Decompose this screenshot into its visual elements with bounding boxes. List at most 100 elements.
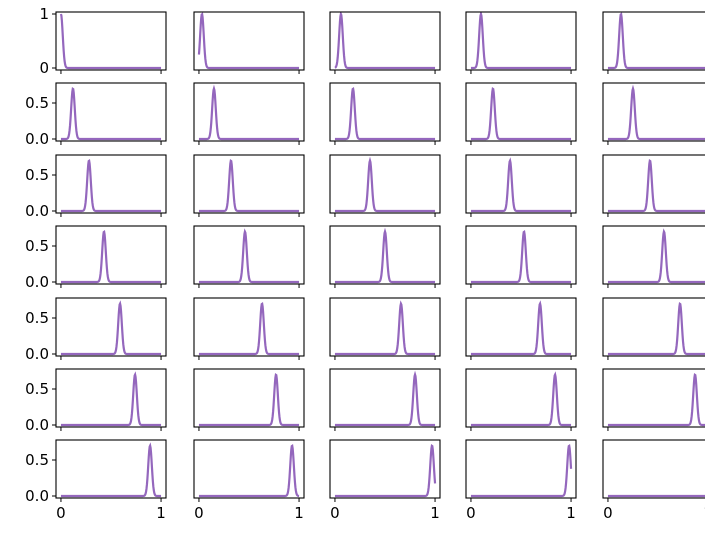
series-line	[607, 84, 705, 141]
subplot	[193, 11, 305, 74]
series-line	[60, 442, 162, 498]
subplot	[602, 11, 705, 74]
subplot	[193, 297, 305, 360]
subplot	[465, 368, 577, 431]
series-line	[198, 301, 300, 356]
series-line	[607, 372, 705, 427]
subplot	[602, 82, 705, 145]
axes-frame	[465, 439, 577, 499]
subplot: 0.0 0.5	[25, 368, 167, 434]
series-line	[334, 86, 436, 141]
y-tick-label: 0.5	[25, 94, 49, 112]
series-line	[607, 228, 705, 284]
y-tick-label: 0.0	[25, 202, 49, 220]
subplot	[329, 154, 441, 217]
series-line	[470, 12, 572, 70]
subplot: 0.0 0.5	[25, 225, 167, 291]
subplot	[193, 82, 305, 145]
subplot	[329, 11, 441, 74]
subplot: 0.0 0.5	[25, 82, 167, 148]
y-tick-label: 0.5	[25, 237, 49, 255]
axes-frame	[465, 225, 577, 285]
subplot: 01	[602, 439, 705, 522]
y-tick-label: 1	[39, 5, 49, 23]
axes-frame	[55, 368, 167, 428]
axes-frame	[465, 154, 577, 214]
axes-frame	[193, 11, 305, 71]
series-line	[334, 300, 436, 356]
series-line	[198, 372, 300, 427]
axes-frame	[602, 82, 705, 142]
series-line	[197, 12, 300, 70]
axes-frame	[329, 11, 441, 71]
axes-frame	[329, 225, 441, 285]
y-tick-label: 0.0	[25, 345, 49, 363]
axes-frame	[193, 439, 305, 499]
y-tick-label: 0.0	[25, 273, 49, 291]
subplot: 0.0 0.5	[25, 154, 167, 220]
axes-frame	[602, 154, 705, 214]
axes-frame	[602, 368, 705, 428]
axes-frame	[55, 11, 167, 71]
series-line	[60, 158, 162, 213]
subplot	[602, 154, 705, 217]
series-line	[607, 301, 705, 356]
series-line	[607, 12, 705, 70]
axes-frame	[55, 82, 167, 142]
axes-frame	[193, 297, 305, 357]
axes-frame	[193, 154, 305, 214]
x-tick-label: 0	[330, 504, 340, 522]
x-tick-label: 1	[703, 504, 705, 522]
subplot	[193, 154, 305, 217]
subplot	[465, 11, 577, 74]
series-line	[59, 13, 162, 70]
y-tick-label: 0	[39, 59, 49, 77]
axes-frame	[193, 225, 305, 285]
subplot	[193, 225, 305, 288]
axes-frame	[329, 297, 441, 357]
axes-frame	[602, 225, 705, 285]
series-line	[470, 157, 572, 213]
series-line	[470, 443, 573, 498]
subplot	[602, 225, 705, 288]
subplot	[465, 225, 577, 288]
series-line	[60, 371, 162, 427]
y-tick-label: 0.5	[25, 451, 49, 469]
axes-frame	[193, 368, 305, 428]
x-tick-label: 0	[466, 504, 476, 522]
subplot	[329, 82, 441, 145]
series-line	[470, 300, 572, 356]
series-line	[198, 158, 300, 213]
series-line	[198, 84, 300, 141]
series-line	[470, 229, 572, 284]
subplot: 0.0 0.5	[25, 297, 167, 363]
subplot	[465, 82, 577, 145]
x-tick-label: 1	[566, 504, 576, 522]
series-line	[607, 158, 705, 213]
axes-frame	[465, 11, 577, 71]
series-line	[334, 156, 436, 213]
axes-frame	[55, 439, 167, 499]
subplot: 0.0 0.5 0 1	[25, 439, 167, 522]
y-tick-label: 0.0	[25, 130, 49, 148]
x-tick-label: 0	[56, 504, 66, 522]
x-tick-label: 1	[156, 504, 166, 522]
x-tick-label: 0	[194, 504, 204, 522]
series-line	[607, 494, 705, 498]
series-line	[334, 227, 436, 284]
x-tick-label: 0	[603, 504, 613, 522]
y-tick-label: 0.5	[25, 166, 49, 184]
axes-frame	[602, 439, 705, 499]
x-tick-label: 1	[430, 504, 440, 522]
series-line	[198, 228, 300, 284]
series-line	[60, 86, 162, 141]
axes-frame	[465, 368, 577, 428]
series-line	[60, 300, 162, 356]
y-tick-label: 0.5	[25, 309, 49, 327]
y-tick-label: 0.0	[25, 416, 49, 434]
subplot	[329, 225, 441, 288]
